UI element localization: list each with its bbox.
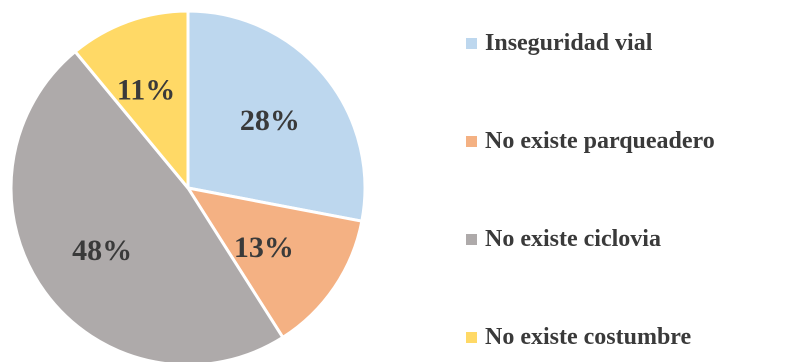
data-label-no-existe-ciclovia: 48%	[72, 234, 132, 267]
pie-data-labels: 28% 13% 48% 11%	[72, 74, 300, 267]
legend-label: No existe parqueadero	[485, 128, 715, 154]
legend-swatch-icon	[466, 234, 477, 245]
legend-item-no-existe-costumbre: No existe costumbre	[466, 324, 691, 351]
data-label-no-existe-parqueadero: 13%	[234, 231, 294, 264]
legend-label: No existe ciclovia	[485, 226, 661, 252]
legend-item-inseguridad-vial: Inseguridad vial	[466, 30, 652, 57]
pie-slice-no-existe-costumbre	[73, 9, 190, 193]
data-label-no-existe-costumbre: 11%	[117, 74, 175, 107]
legend-swatch-icon	[466, 136, 477, 147]
legend-swatch-icon	[466, 332, 477, 343]
pie-slice-no-existe-parqueadero	[184, 185, 364, 340]
pie-slice-no-existe-ciclovia	[9, 49, 285, 362]
pie-chart: 28% 13% 48% 11%	[9, 9, 367, 362]
pie-slices	[9, 9, 367, 362]
legend-swatch-icon	[466, 38, 477, 49]
pie-slice-inseguridad-vial	[186, 9, 367, 223]
legend-label: Inseguridad vial	[485, 30, 653, 56]
legend-item-no-existe-ciclovia: No existe ciclovia	[466, 226, 661, 253]
legend-label: No existe costumbre	[485, 324, 692, 350]
legend-item-no-existe-parqueadero: No existe parqueadero	[466, 128, 715, 155]
data-label-inseguridad-vial: 28%	[240, 104, 300, 137]
